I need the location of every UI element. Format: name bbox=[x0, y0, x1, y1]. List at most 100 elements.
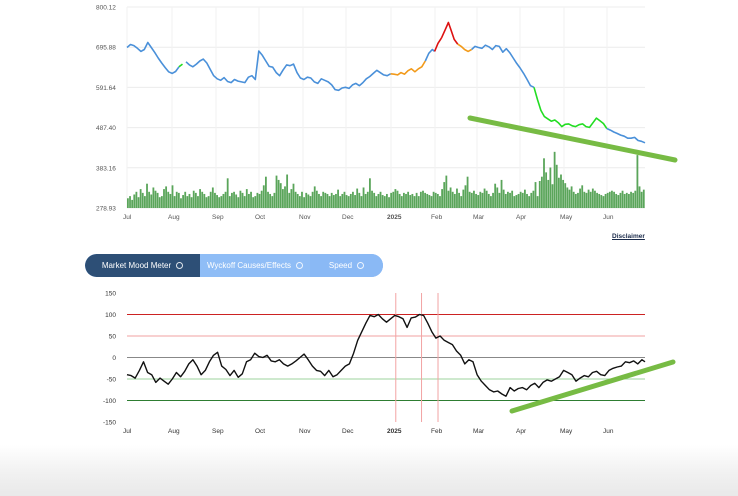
x-tick-label: 2025 bbox=[387, 428, 402, 435]
volume-bar bbox=[165, 186, 168, 208]
volume-bar bbox=[218, 197, 221, 208]
volume-bar bbox=[519, 191, 522, 208]
volume-bar bbox=[290, 189, 293, 208]
volume-bar bbox=[129, 196, 131, 208]
volume-bar bbox=[313, 186, 316, 208]
volume-bar bbox=[194, 192, 197, 208]
volume-bar bbox=[233, 191, 235, 208]
x-tick-label: Feb bbox=[431, 214, 443, 221]
price-line-segment bbox=[433, 37, 443, 52]
volume-bar bbox=[538, 181, 541, 208]
volume-bar bbox=[523, 189, 526, 208]
volume-bar bbox=[241, 192, 244, 208]
info-icon[interactable]: i bbox=[357, 262, 365, 269]
x-tick-label: Apr bbox=[516, 214, 527, 221]
tab-wyckoff-causes-effects[interactable]: Wyckoff Causes/Effects i bbox=[200, 254, 310, 277]
volume-bar bbox=[152, 187, 155, 208]
volume-bar bbox=[203, 193, 206, 208]
volume-bar bbox=[322, 191, 325, 208]
mood-line bbox=[126, 313, 646, 397]
volume-bar bbox=[496, 187, 499, 208]
volume-bar bbox=[443, 182, 446, 208]
volume-bar bbox=[417, 196, 420, 208]
volume-bar bbox=[328, 196, 331, 208]
volume-bar bbox=[169, 193, 172, 208]
volume-bar bbox=[621, 190, 624, 208]
volume-bar bbox=[190, 197, 193, 208]
volume-bar bbox=[330, 192, 333, 208]
volume-bar bbox=[284, 186, 286, 208]
disclaimer-link[interactable]: Disclaimer bbox=[612, 233, 645, 240]
volume-bar bbox=[318, 193, 320, 208]
volume-bar bbox=[381, 195, 384, 208]
volume-bar bbox=[634, 190, 637, 208]
volume-bar bbox=[498, 192, 501, 208]
volume-bar bbox=[636, 155, 639, 208]
volume-bar bbox=[343, 191, 346, 208]
volume-bar bbox=[373, 192, 376, 208]
volume-bar bbox=[534, 182, 537, 208]
volume-bar bbox=[464, 185, 467, 208]
volume-bar bbox=[536, 196, 539, 208]
volume-bar bbox=[264, 176, 267, 208]
volume-bar bbox=[127, 198, 129, 208]
volume-bar bbox=[619, 192, 622, 208]
volume-bar bbox=[237, 197, 240, 208]
tab-market-mood-meter[interactable]: Market Mood Meter i bbox=[85, 254, 200, 277]
volume-bar bbox=[547, 179, 550, 208]
x-tick-label: Oct bbox=[255, 428, 265, 435]
info-icon[interactable]: i bbox=[176, 262, 184, 269]
volume-bar bbox=[432, 191, 435, 208]
volume-bar bbox=[591, 188, 594, 208]
tab-label: Speed bbox=[328, 261, 353, 270]
volume-bar bbox=[326, 193, 329, 208]
volume-bar bbox=[441, 189, 444, 208]
volume-bar bbox=[235, 194, 238, 208]
volume-bar bbox=[596, 192, 598, 208]
volume-bar bbox=[504, 193, 507, 208]
volume-bar bbox=[262, 185, 265, 208]
x-tick-label: Feb bbox=[431, 428, 443, 435]
y-tick-label: 150 bbox=[105, 291, 116, 298]
volume-bar bbox=[415, 192, 418, 208]
price-line-segment bbox=[185, 50, 391, 92]
volume-bar bbox=[375, 196, 378, 208]
volume-bar bbox=[606, 192, 609, 208]
price-line-segment bbox=[178, 63, 183, 68]
x-tick-label: May bbox=[560, 214, 573, 221]
x-tick-label: Aug bbox=[168, 428, 180, 435]
volume-bar bbox=[585, 192, 588, 208]
volume-bar bbox=[434, 192, 437, 208]
volume-bar bbox=[197, 196, 199, 208]
volume-bar bbox=[156, 192, 159, 208]
y-tick-label: 50 bbox=[109, 334, 117, 341]
price-gridlines bbox=[126, 6, 645, 209]
volume-bar bbox=[267, 191, 269, 208]
volume-bar bbox=[439, 196, 441, 208]
volume-bar bbox=[409, 195, 412, 208]
volume-bar bbox=[581, 185, 584, 208]
volume-bar bbox=[568, 189, 571, 208]
price-line-segment bbox=[457, 43, 472, 53]
volume-bar bbox=[352, 191, 354, 208]
volume-bar bbox=[564, 183, 567, 208]
volume-bar bbox=[483, 188, 486, 208]
y-tick-label: -50 bbox=[107, 377, 117, 384]
volume-bar bbox=[184, 191, 187, 208]
volume-bar bbox=[449, 187, 452, 208]
price-line bbox=[126, 21, 646, 144]
volume-bar bbox=[587, 189, 590, 208]
tab-speed[interactable]: Speed i bbox=[310, 254, 383, 277]
volume-bar bbox=[205, 197, 208, 208]
volume-bar bbox=[224, 191, 227, 208]
volume-bar bbox=[307, 194, 310, 208]
volume-bar bbox=[492, 192, 494, 208]
volume-bar bbox=[135, 191, 138, 208]
volume-bar bbox=[458, 192, 460, 208]
volume-bar bbox=[445, 175, 448, 208]
mood-y-axis: 150 100 50 0 -50 -100 -150 bbox=[103, 291, 116, 427]
volume-bar bbox=[192, 190, 195, 208]
info-icon[interactable]: i bbox=[296, 262, 304, 269]
volume-bar bbox=[139, 189, 142, 208]
volume-bar bbox=[177, 192, 180, 208]
